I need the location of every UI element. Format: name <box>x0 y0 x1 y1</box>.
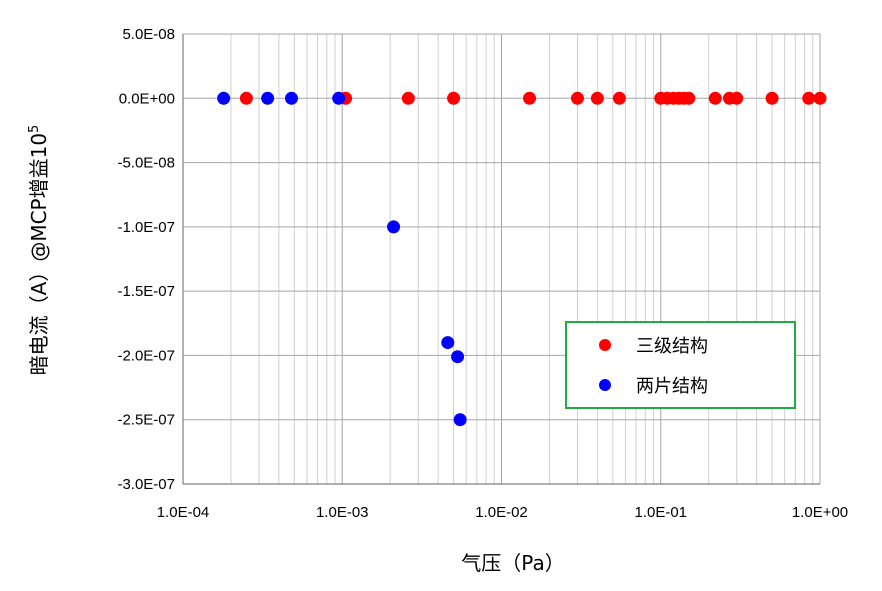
y-tick-label: -5.0E-08 <box>117 155 175 172</box>
data-point-series-1 <box>401 91 415 105</box>
legend-box <box>565 321 796 409</box>
y-tick-label: -2.0E-07 <box>117 347 175 364</box>
plot-axes <box>182 34 820 485</box>
data-point-series-2 <box>332 91 346 105</box>
x-tick-label: 1.0E-04 <box>157 504 210 521</box>
data-point-series-1 <box>590 91 604 105</box>
x-tick-label: 1.0E-01 <box>634 504 687 521</box>
y-tick-labels: 5.0E-08 0.0E+00 -5.0E-08 -1.0E-07 -1.5E-07 -2… <box>117 26 175 493</box>
data-point-series-2 <box>441 336 455 350</box>
data-point-series-2 <box>217 91 231 105</box>
legend-marker-series-2 <box>599 379 611 391</box>
data-point-series-1 <box>447 91 461 105</box>
x-tick-label: 1.0E-02 <box>475 504 528 521</box>
x-tick-labels: 1.0E-04 1.0E-03 1.0E-02 1.0E-01 1.0E+00 <box>157 504 848 521</box>
y-axis-title-main: 暗电流（A）@MCP增益10 <box>27 133 51 375</box>
x-axis-title: 气压（Pa） <box>461 551 564 575</box>
data-point-series-1 <box>765 91 779 105</box>
y-tick-label: -1.5E-07 <box>117 283 175 300</box>
y-tick-label: -3.0E-07 <box>117 476 175 493</box>
legend-label-series-2: 两片结构 <box>636 376 708 397</box>
y-tick-label: 5.0E-08 <box>122 26 175 43</box>
y-tick-label: -2.5E-07 <box>117 412 175 429</box>
data-point-series-1 <box>239 91 253 105</box>
data-points <box>217 91 827 427</box>
data-point-series-2 <box>387 220 401 234</box>
legend-marker-series-1 <box>599 339 611 351</box>
y-axis-title: 暗电流（A）@MCP增益105 <box>27 125 51 376</box>
data-point-series-1 <box>570 91 584 105</box>
data-point-series-1 <box>730 91 744 105</box>
data-point-series-1 <box>813 91 827 105</box>
y-tick-label: -1.0E-07 <box>117 219 175 236</box>
data-point-series-2 <box>451 350 465 364</box>
x-tick-label: 1.0E+00 <box>792 504 848 521</box>
data-point-series-1 <box>612 91 626 105</box>
data-point-series-1 <box>708 91 722 105</box>
y-axis-title-superscript: 5 <box>27 125 42 133</box>
legend-label-series-1: 三级结构 <box>636 336 708 357</box>
data-point-series-1 <box>682 91 696 105</box>
x-tick-label: 1.0E-03 <box>316 504 369 521</box>
data-point-series-2 <box>453 413 467 427</box>
data-point-series-1 <box>802 91 816 105</box>
data-point-series-2 <box>284 91 298 105</box>
data-point-series-2 <box>261 91 275 105</box>
legend: 三级结构 两片结构 <box>565 321 796 409</box>
y-tick-label: 0.0E+00 <box>119 90 175 107</box>
data-point-series-1 <box>523 91 537 105</box>
